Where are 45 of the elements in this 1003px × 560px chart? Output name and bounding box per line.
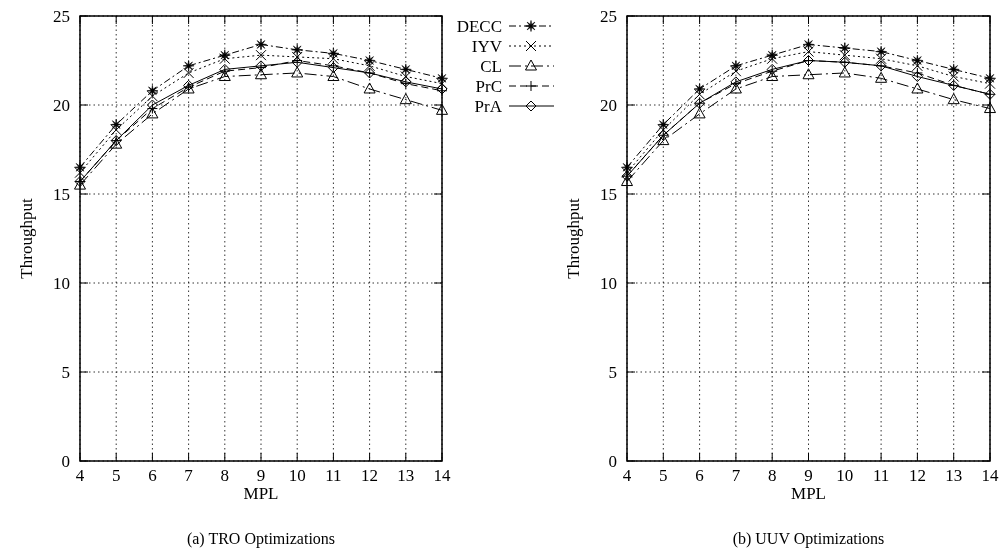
y-axis-title: Throughput: [17, 198, 36, 279]
legend-label: CL: [480, 57, 502, 76]
x-tick-label: 12: [908, 466, 926, 485]
x-tick-label: 7: [731, 466, 741, 485]
x-tick-label: 14: [433, 466, 451, 485]
y-tick-label: 10: [53, 274, 70, 293]
y-tick-label: 15: [600, 185, 617, 204]
legend-label: PrC: [475, 77, 502, 96]
x-tick-label: 11: [872, 466, 890, 485]
y-tick-label: 5: [608, 363, 617, 382]
legend-label: PrA: [474, 97, 503, 116]
x-tick-label: 8: [767, 466, 777, 485]
y-tick-label: 0: [61, 452, 70, 471]
y-tick-label: 15: [53, 185, 70, 204]
x-tick-label: 6: [695, 466, 704, 485]
y-tick-label: 0: [608, 452, 617, 471]
text: (b) UUV Optimizations: [732, 530, 885, 548]
x-tick-label: 11: [325, 466, 342, 485]
y-tick-label: 5: [61, 363, 70, 382]
x-tick-label: 9: [804, 466, 813, 485]
x-tick-label: 5: [111, 466, 121, 485]
legend-label: IYV: [471, 37, 503, 56]
x-tick-label: 13: [397, 466, 415, 485]
x-tick-label: 5: [659, 466, 668, 485]
legend-label: DECC: [456, 17, 502, 36]
y-tick-label: 20: [53, 96, 70, 115]
x-axis-title: MPL: [243, 484, 279, 503]
x-tick-label: 6: [148, 466, 157, 485]
x-tick-label: 4: [75, 466, 85, 485]
y-tick-label: 25: [53, 7, 70, 26]
y-axis-title: Throughput: [564, 198, 583, 279]
x-tick-label: 8: [220, 466, 230, 485]
x-tick-label: 14: [981, 466, 999, 485]
x-tick-label: 13: [945, 466, 963, 485]
text: (a) TRO Optimizations: [186, 530, 336, 548]
x-tick-label: 9: [256, 466, 266, 485]
y-tick-label: 20: [600, 96, 617, 115]
x-tick-label: 12: [361, 466, 379, 485]
x-tick-label: 10: [288, 466, 306, 485]
x-axis-title: MPL: [791, 484, 826, 503]
x-tick-label: 10: [836, 466, 854, 485]
y-tick-label: 25: [600, 7, 617, 26]
x-tick-label: 4: [622, 466, 632, 485]
y-tick-label: 10: [600, 274, 617, 293]
x-tick-label: 7: [184, 466, 194, 485]
